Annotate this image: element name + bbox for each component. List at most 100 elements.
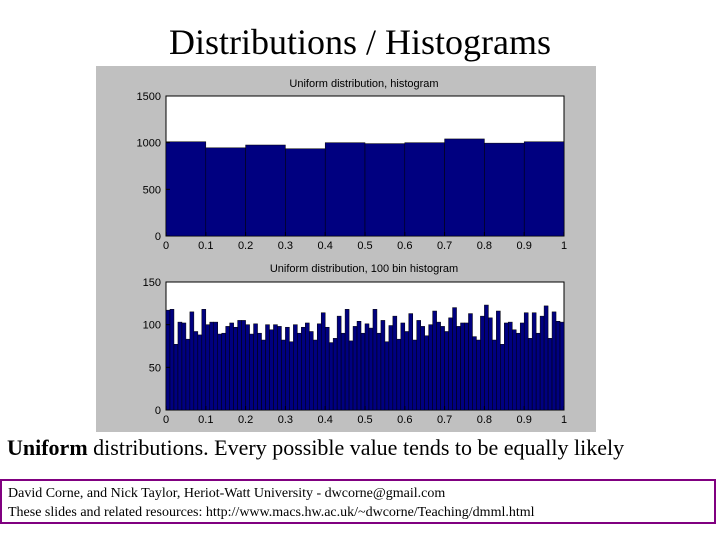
y-tick-label: 1500 [137,91,161,103]
histogram-bar [181,322,187,411]
histogram-bar [404,142,445,237]
histogram-bar [213,321,218,411]
x-tick-label: 0.5 [357,240,372,252]
histogram-bar [320,312,326,411]
histogram-bar [440,326,445,411]
histogram-bar [364,143,406,237]
uniform-histogram-10-bin: Uniform distribution, histogram 0 500 1000… [137,78,568,252]
histogram-bar [472,336,477,411]
histogram-bar [336,315,342,411]
histogram-bar [508,321,513,411]
histogram-bar [340,332,346,411]
histogram-bar [293,324,298,411]
histogram-bar [531,312,537,411]
x-tick-label: 0.8 [477,414,492,426]
x-tick-label: 0.1 [198,414,213,426]
histogram-bar [237,320,242,411]
histogram-bar [551,311,557,411]
histogram-bar [309,331,314,411]
footer-credits: David Corne, and Nick Taylor, Heriot-Wat… [8,486,446,501]
histogram-bar [301,326,306,411]
histogram-bar [364,323,370,411]
y-tick-label: 50 [149,362,161,374]
histogram-bar [384,341,390,411]
histogram-bar [177,321,183,411]
histogram-bar [368,327,374,411]
histogram-bar [539,315,545,411]
histogram-bar [281,339,286,411]
histogram-bar [400,322,406,411]
histogram-bar [388,325,394,411]
histogram-bar [372,309,378,411]
slide-caption: Uniform distributions. Every possible va… [7,434,624,462]
histogram-bar [324,326,330,411]
x-tick-label: 0.4 [318,240,333,252]
histogram-bar [257,332,262,411]
histogram-bar [504,322,509,411]
histogram-bar [209,321,215,411]
histogram-bar [285,326,290,411]
histogram-bar [547,338,553,411]
histogram-bar [456,326,461,411]
histogram-bar [356,321,362,411]
histogram-bar [380,320,386,411]
chart-title: Uniform distribution, histogram [289,78,438,90]
histogram-bar [408,313,414,411]
x-tick-label: 0.1 [198,240,213,252]
histogram-bar [500,344,505,411]
histogram-bar [297,332,302,411]
histogram-bar [480,315,485,411]
y-tick-label: 0 [155,231,161,243]
histogram-bar [193,331,199,411]
histogram-bar [165,141,207,237]
histogram-bar [416,320,421,411]
x-tick-label: 0.8 [477,240,492,252]
x-tick-label: 1 [561,414,567,426]
histogram-bar [396,338,402,411]
histogram-bar [527,338,533,411]
histogram-bar [253,323,258,411]
x-tick-label: 0.6 [397,414,412,426]
x-tick-label: 0.9 [517,240,532,252]
histogram-bar [245,324,250,411]
histogram-bar [519,322,525,411]
histogram-bar [452,307,457,411]
histogram-bar [305,322,310,411]
histogram-bar [289,341,294,411]
histogram-bar [277,326,282,411]
histogram-bar [484,304,489,411]
histogram-bar [444,331,449,411]
x-tick-label: 0.7 [437,240,452,252]
y-tick-label: 1000 [137,138,161,150]
histogram-bar [376,332,382,411]
histogram-bar [245,144,286,237]
histogram-figure-canvas: Uniform distribution, histogram 05001000… [137,78,568,426]
caption-emphasis: Uniform [7,435,88,460]
histogram-bar [221,332,226,411]
x-tick-label: 0 [163,414,169,426]
histogram-bar [324,142,366,237]
histogram-bar [392,315,398,411]
x-axis: 0 0.1 0.2 0.3 0.4 0.5 0.6 0.7 0.8 0.9 1 [163,232,567,252]
histogram-bar [265,324,270,411]
bar-series [165,138,565,237]
histogram-bar [360,332,366,411]
histogram-bar [555,321,561,411]
histogram-bar [496,310,501,411]
histogram-bar [468,313,473,411]
histogram-bar [460,322,465,411]
histogram-bar [523,141,565,237]
histogram-bar [205,324,211,411]
histogram-bar [261,339,266,411]
caption-text: distributions. Every possible value tend… [87,435,625,460]
histogram-bar [241,320,246,411]
histogram-bar [185,338,191,411]
histogram-bar [404,331,410,411]
y-axis: 0 50 100 150 [143,277,170,417]
histogram-bar [269,329,274,411]
histogram-bar [332,338,338,411]
y-tick-label: 500 [143,184,161,196]
histogram-bar [492,339,497,411]
x-tick-label: 0.3 [278,414,293,426]
histogram-bar [217,333,222,411]
